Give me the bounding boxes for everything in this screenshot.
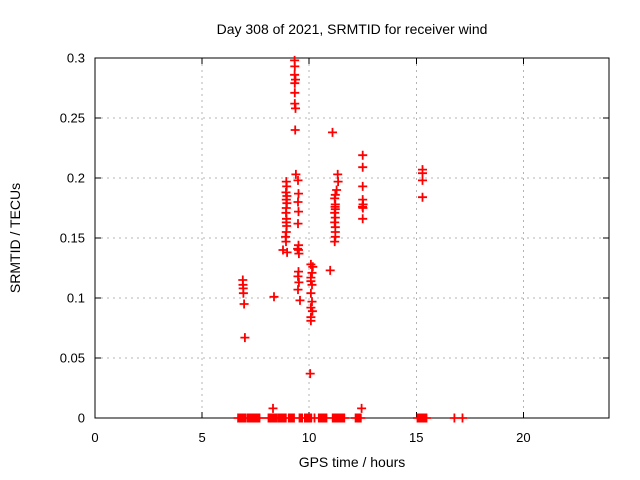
series-srmtid-markers	[233, 55, 467, 423]
y-tick-label: 0	[78, 411, 85, 426]
y-tick-label: 0.15	[60, 231, 85, 246]
y-axis-title: SRMTID / TECUs	[7, 183, 23, 293]
y-tick-label: 0.3	[67, 51, 85, 66]
x-tick-label: 5	[198, 430, 205, 445]
x-axis-title: GPS time / hours	[299, 454, 406, 470]
data-points	[233, 55, 467, 423]
plot-frame	[94, 57, 610, 419]
tick-labels: 0 5 10 15 20 0 0.05 0.1 0.15 0.2 0.25 0.3	[60, 51, 531, 446]
x-tick-label: 0	[91, 430, 98, 445]
chart-title: Day 308 of 2021, SRMTID for receiver win…	[217, 21, 488, 37]
x-tick-label: 15	[409, 430, 423, 445]
y-tick-label: 0.2	[67, 171, 85, 186]
x-tick-label: 10	[302, 430, 316, 445]
y-tick-label: 0.05	[60, 351, 85, 366]
grid	[95, 58, 609, 418]
plot-border	[94, 57, 610, 419]
x-tick-label: 20	[516, 430, 530, 445]
axis-ticks	[94, 57, 609, 419]
y-tick-label: 0.25	[60, 111, 85, 126]
y-tick-label: 0.1	[67, 291, 85, 306]
